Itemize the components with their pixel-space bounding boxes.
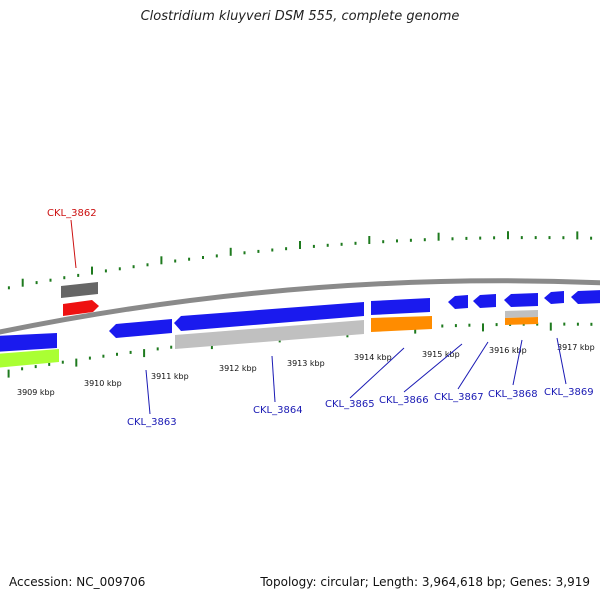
gene-label-ckl-3866[interactable]: CKL_3866 — [379, 395, 429, 406]
gene-ckl-3868[interactable] — [504, 293, 538, 307]
gene-label-ckl-3868[interactable]: CKL_3868 — [488, 389, 538, 400]
gene-ckl-3865[interactable] — [371, 298, 430, 315]
scale-label-3909: 3909 kbp — [17, 388, 55, 397]
leader-ckl-3863 — [145, 369, 151, 415]
leader-ckl-3867 — [457, 341, 489, 390]
outer-ruler-ticks — [7, 231, 593, 290]
gene-label-ckl-3867[interactable]: CKL_3867 — [434, 392, 484, 403]
scale-label-3915: 3915 kbp — [422, 350, 460, 359]
gene-ckl-3862[interactable] — [63, 300, 99, 316]
gene-ckl-3864-gray[interactable] — [175, 320, 364, 349]
gene-ckl-3865-orange[interactable] — [371, 316, 432, 332]
gene-ckl-3869-b[interactable] — [571, 290, 600, 304]
leader-ckl-3869 — [556, 337, 567, 385]
scale-label-3916: 3916 kbp — [489, 346, 527, 355]
scale-label-3910: 3910 kbp — [84, 379, 122, 388]
gene-label-ckl-3864[interactable]: CKL_3864 — [253, 405, 303, 416]
gene-label-ckl-3869[interactable]: CKL_3869 — [544, 387, 594, 398]
accession-label: Accession: NC_009706 — [9, 575, 146, 589]
reverse-strand-genes — [0, 290, 600, 368]
gene-label-ckl-3862[interactable]: CKL_3862 — [47, 208, 97, 219]
gene-ckl-3862-gray[interactable] — [61, 282, 98, 298]
gene-ckl-3868-gray[interactable] — [505, 310, 538, 318]
gene-left-blue[interactable] — [0, 333, 57, 352]
scale-label-3911: 3911 kbp — [151, 372, 189, 381]
leader-ckl-3862 — [70, 219, 77, 269]
label-leader-lines — [70, 219, 567, 415]
topology-summary: Topology: circular; Length: 3,964,618 bp… — [260, 575, 590, 589]
gene-ckl-3867[interactable] — [473, 294, 496, 308]
gene-left-lime[interactable] — [0, 349, 59, 368]
map-title: Clostridium kluyveri DSM 555, complete g… — [140, 9, 460, 24]
gene-label-ckl-3865[interactable]: CKL_3865 — [325, 399, 375, 410]
scale-label-3912: 3912 kbp — [219, 364, 257, 373]
leader-ckl-3866 — [403, 343, 463, 393]
gene-ckl-3866[interactable] — [448, 295, 468, 309]
forward-strand-genes — [61, 282, 432, 332]
gene-labels: CKL_3862 CKL_3863 CKL_3864 CKL_3865 CKL_… — [47, 208, 594, 428]
genome-backbone — [0, 278, 600, 335]
scale-label-3917: 3917 kbp — [557, 343, 595, 352]
scale-label-3913: 3913 kbp — [287, 359, 325, 368]
gene-ckl-3869-a[interactable] — [544, 291, 564, 304]
scale-label-3914: 3914 kbp — [354, 353, 392, 362]
leader-ckl-3868 — [512, 339, 523, 386]
gene-label-ckl-3863[interactable]: CKL_3863 — [127, 417, 177, 428]
leader-ckl-3864 — [271, 355, 276, 403]
gene-ckl-3864[interactable] — [174, 302, 364, 331]
gene-ckl-3863[interactable] — [109, 319, 172, 338]
leader-ckl-3865 — [349, 347, 405, 399]
gene-ckl-3868-orange[interactable] — [505, 317, 538, 325]
scale-labels: 3909 kbp 3910 kbp 3911 kbp 3912 kbp 3913… — [17, 343, 595, 397]
